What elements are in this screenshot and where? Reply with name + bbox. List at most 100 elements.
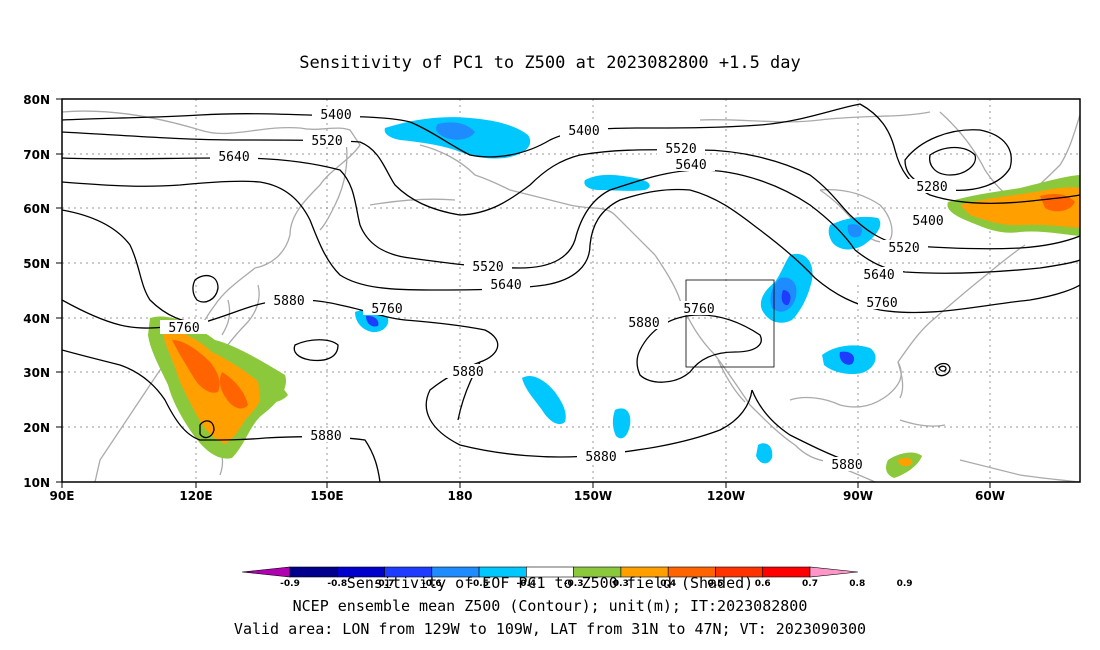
contour-5400-west bbox=[62, 103, 861, 158]
shade-pac-blue-3 bbox=[612, 408, 631, 439]
colorbar-segment bbox=[809, 566, 859, 578]
contour-label: 5880 bbox=[452, 365, 483, 380]
contour-label: 5640 bbox=[675, 158, 706, 173]
contour-taiwan-low bbox=[199, 420, 215, 439]
caption-line-3: Valid area: LON from 129W to 109W, LAT f… bbox=[233, 620, 867, 638]
shade-arctic-blue-core bbox=[436, 122, 475, 140]
lat-tick-label: 10N bbox=[23, 476, 50, 490]
shade-pac-blue-1core bbox=[366, 315, 379, 327]
lat-tick-label: 30N bbox=[23, 366, 50, 380]
lon-tick-labels: 90E 120E 150E 180 150W 120W 90W 60W bbox=[50, 489, 1005, 503]
coast-siberia bbox=[62, 110, 361, 269]
colorbar: -0.9 -0.8 -0.7 -0.6 -0.5 -0.4 -0.3 0.3 0.4 0.5 0.6… bbox=[241, 566, 913, 589]
contour-labels: 5400 5520 5640 5400 5520 5640 5280 5400 … bbox=[160, 107, 956, 473]
contour-label: 5640 bbox=[218, 150, 249, 165]
contour-label: 5400 bbox=[568, 124, 599, 139]
contour-label: 5280 bbox=[916, 180, 947, 195]
lat-tick-label: 60N bbox=[23, 202, 50, 216]
contour-5400-east bbox=[859, 103, 1080, 204]
contour-label: 5640 bbox=[490, 278, 521, 293]
lon-tick-label: 120W bbox=[707, 489, 745, 503]
shade-na-blue-deep bbox=[781, 290, 791, 306]
contour-label: 5880 bbox=[831, 458, 862, 473]
contour-label: 5880 bbox=[628, 316, 659, 331]
shade-atlantic-red bbox=[1040, 194, 1075, 212]
shade-mexico-blue bbox=[756, 443, 773, 464]
coast-gulf-mexico bbox=[789, 361, 902, 408]
lat-tick-label: 50N bbox=[23, 257, 50, 271]
contour-label: 5400 bbox=[912, 214, 943, 229]
contour-label: 5880 bbox=[310, 429, 341, 444]
map-frame bbox=[61, 98, 1081, 483]
colorbar-tick-label: 0.9 bbox=[897, 579, 913, 589]
valid-area-box bbox=[685, 279, 775, 368]
coast-caribbean bbox=[899, 419, 946, 427]
contour-5760-east bbox=[689, 189, 1080, 314]
contour-label: 5520 bbox=[472, 260, 503, 275]
coast-alaska bbox=[419, 144, 656, 256]
contour-label: 5520 bbox=[888, 241, 919, 256]
contour-atlantic-low-inner bbox=[938, 365, 947, 372]
contour-atlantic-low bbox=[934, 362, 951, 377]
figure-title: Sensitivity of PC1 to Z500 at 2023082800… bbox=[299, 53, 801, 73]
lon-tick-label: 60W bbox=[975, 489, 1005, 503]
lon-tick-label: 150E bbox=[310, 489, 343, 503]
lon-tick-label: 120E bbox=[179, 489, 212, 503]
colorbar-tick-label: 0.7 bbox=[802, 579, 818, 589]
coast-korea bbox=[221, 299, 231, 336]
contour-5880-asia bbox=[62, 349, 381, 482]
contour-label: 5520 bbox=[311, 134, 342, 149]
contour-inner-low bbox=[929, 146, 977, 176]
colorbar-tick-label: -0.7 bbox=[375, 579, 395, 589]
contour-label: 5760 bbox=[866, 296, 897, 311]
colorbar-tick-label: -0.5 bbox=[469, 579, 489, 589]
lat-tick-label: 80N bbox=[23, 93, 50, 107]
contour-small-low-siberia bbox=[192, 274, 219, 303]
contour-label: 5880 bbox=[273, 294, 304, 309]
colorbar-tick-label: -0.6 bbox=[422, 579, 442, 589]
coast-baja bbox=[717, 359, 746, 403]
shade-east-asia-red bbox=[172, 340, 220, 393]
contour-lines bbox=[62, 103, 1080, 482]
contour-label: 5880 bbox=[585, 450, 616, 465]
lat-tick-label: 40N bbox=[23, 312, 50, 326]
shade-gulf-blue-core bbox=[839, 351, 855, 365]
lat-tick-labels: 80N 70N 60N 50N 40N 30N 20N 10N bbox=[23, 93, 50, 490]
lon-tick-label: 90W bbox=[843, 489, 873, 503]
caption-line-2: NCEP ensemble mean Z500 (Contour); unit(… bbox=[292, 597, 808, 615]
colorbar-tick-label: -0.3 bbox=[564, 579, 584, 589]
shade-caribbean-orange bbox=[898, 457, 913, 467]
colorbar-tick-label: 0.3 bbox=[613, 579, 629, 589]
colorbar-tick-label: 0.6 bbox=[755, 579, 771, 589]
contour-label: 5760 bbox=[371, 302, 402, 317]
coast-arctic-islands bbox=[699, 111, 931, 123]
coast-florida bbox=[897, 361, 904, 399]
contour-label: 5760 bbox=[683, 302, 714, 317]
shade-east-asia-red2 bbox=[219, 372, 248, 409]
contour-small-pac bbox=[293, 339, 339, 362]
colorbar-tick-label: -0.4 bbox=[517, 579, 537, 589]
shade-east-asia-green2 bbox=[258, 379, 288, 403]
contour-5520-east bbox=[849, 214, 1080, 250]
colorbar-tick-label: -0.8 bbox=[327, 579, 347, 589]
contour-5640-east bbox=[854, 249, 1080, 274]
caption-line-1: Sensitivity of EOF PC1 to Z500 field (Sh… bbox=[346, 574, 754, 592]
coast-kamchatka bbox=[319, 134, 348, 231]
shade-canada-blue-core bbox=[847, 224, 863, 238]
coast-south-america bbox=[959, 459, 1080, 482]
contour-label: 5760 bbox=[168, 321, 199, 336]
contour-5760-west bbox=[62, 180, 691, 291]
colorbar-tick-label: 0.5 bbox=[707, 579, 723, 589]
contour-label: 5520 bbox=[665, 142, 696, 157]
lon-tick-label: 180 bbox=[447, 489, 472, 503]
shade-pac-blue-2 bbox=[522, 375, 566, 425]
contour-label: 5640 bbox=[863, 268, 894, 283]
colorbar-tick-label: 0.8 bbox=[849, 579, 865, 589]
tick-marks bbox=[56, 98, 991, 488]
coast-na-east bbox=[897, 244, 1026, 363]
coast-na-west bbox=[654, 254, 831, 463]
lon-tick-label: 90E bbox=[50, 489, 75, 503]
shade-alaska-blue bbox=[584, 174, 650, 191]
lat-tick-label: 70N bbox=[23, 148, 50, 162]
